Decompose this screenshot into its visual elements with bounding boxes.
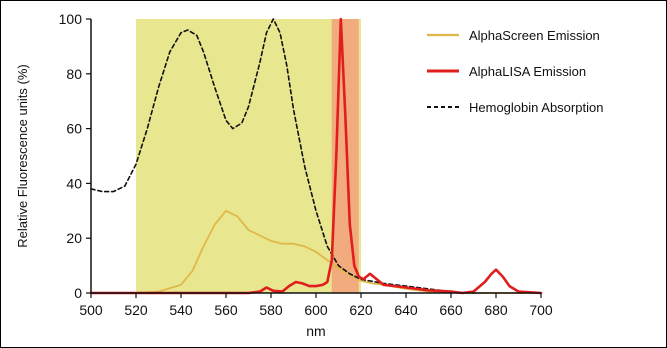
x-tick-label: 700 [529, 302, 553, 318]
y-tick-label: 0 [74, 285, 82, 301]
y-tick-label: 20 [66, 230, 82, 246]
y-tick-label: 60 [66, 121, 82, 137]
x-tick-label: 680 [484, 302, 508, 318]
x-tick-label: 660 [439, 302, 463, 318]
x-tick-label: 600 [304, 302, 328, 318]
x-tick-label: 520 [124, 302, 148, 318]
alphascreen-band [136, 19, 361, 293]
x-tick-label: 580 [259, 302, 283, 318]
y-axis-title: Relative Fluorescence units (%) [15, 64, 30, 248]
x-ticks-layer: 500 520 540 560 580 600 620 640 660 680 700 [79, 293, 553, 318]
x-axis-title: nm [306, 323, 325, 339]
x-tick-label: 500 [79, 302, 103, 318]
legend-label-hemoglobin-absorption: Hemoglobin Absorption [469, 100, 603, 115]
y-ticks-layer: 0 20 40 60 80 100 [59, 11, 91, 301]
y-tick-label: 80 [66, 66, 82, 82]
x-tick-label: 640 [394, 302, 418, 318]
bands-layer [136, 19, 361, 293]
series-line-hemoglobin-absorption [90, 18, 475, 294]
y-tick-label: 100 [59, 11, 83, 27]
x-tick-label: 560 [214, 302, 238, 318]
series-line-alphalisa-emission [89, 17, 543, 295]
series-layer [89, 17, 543, 295]
legend-label-alphascreen-emission: AlphaScreen Emission [469, 28, 600, 43]
y-tick-label: 40 [66, 175, 82, 191]
legend: AlphaScreen Emission AlphaLISA Emission He… [427, 28, 603, 115]
x-tick-label: 540 [169, 302, 193, 318]
x-tick-label: 620 [349, 302, 373, 318]
legend-label-alphalisa-emission: AlphaLISA Emission [469, 64, 586, 79]
